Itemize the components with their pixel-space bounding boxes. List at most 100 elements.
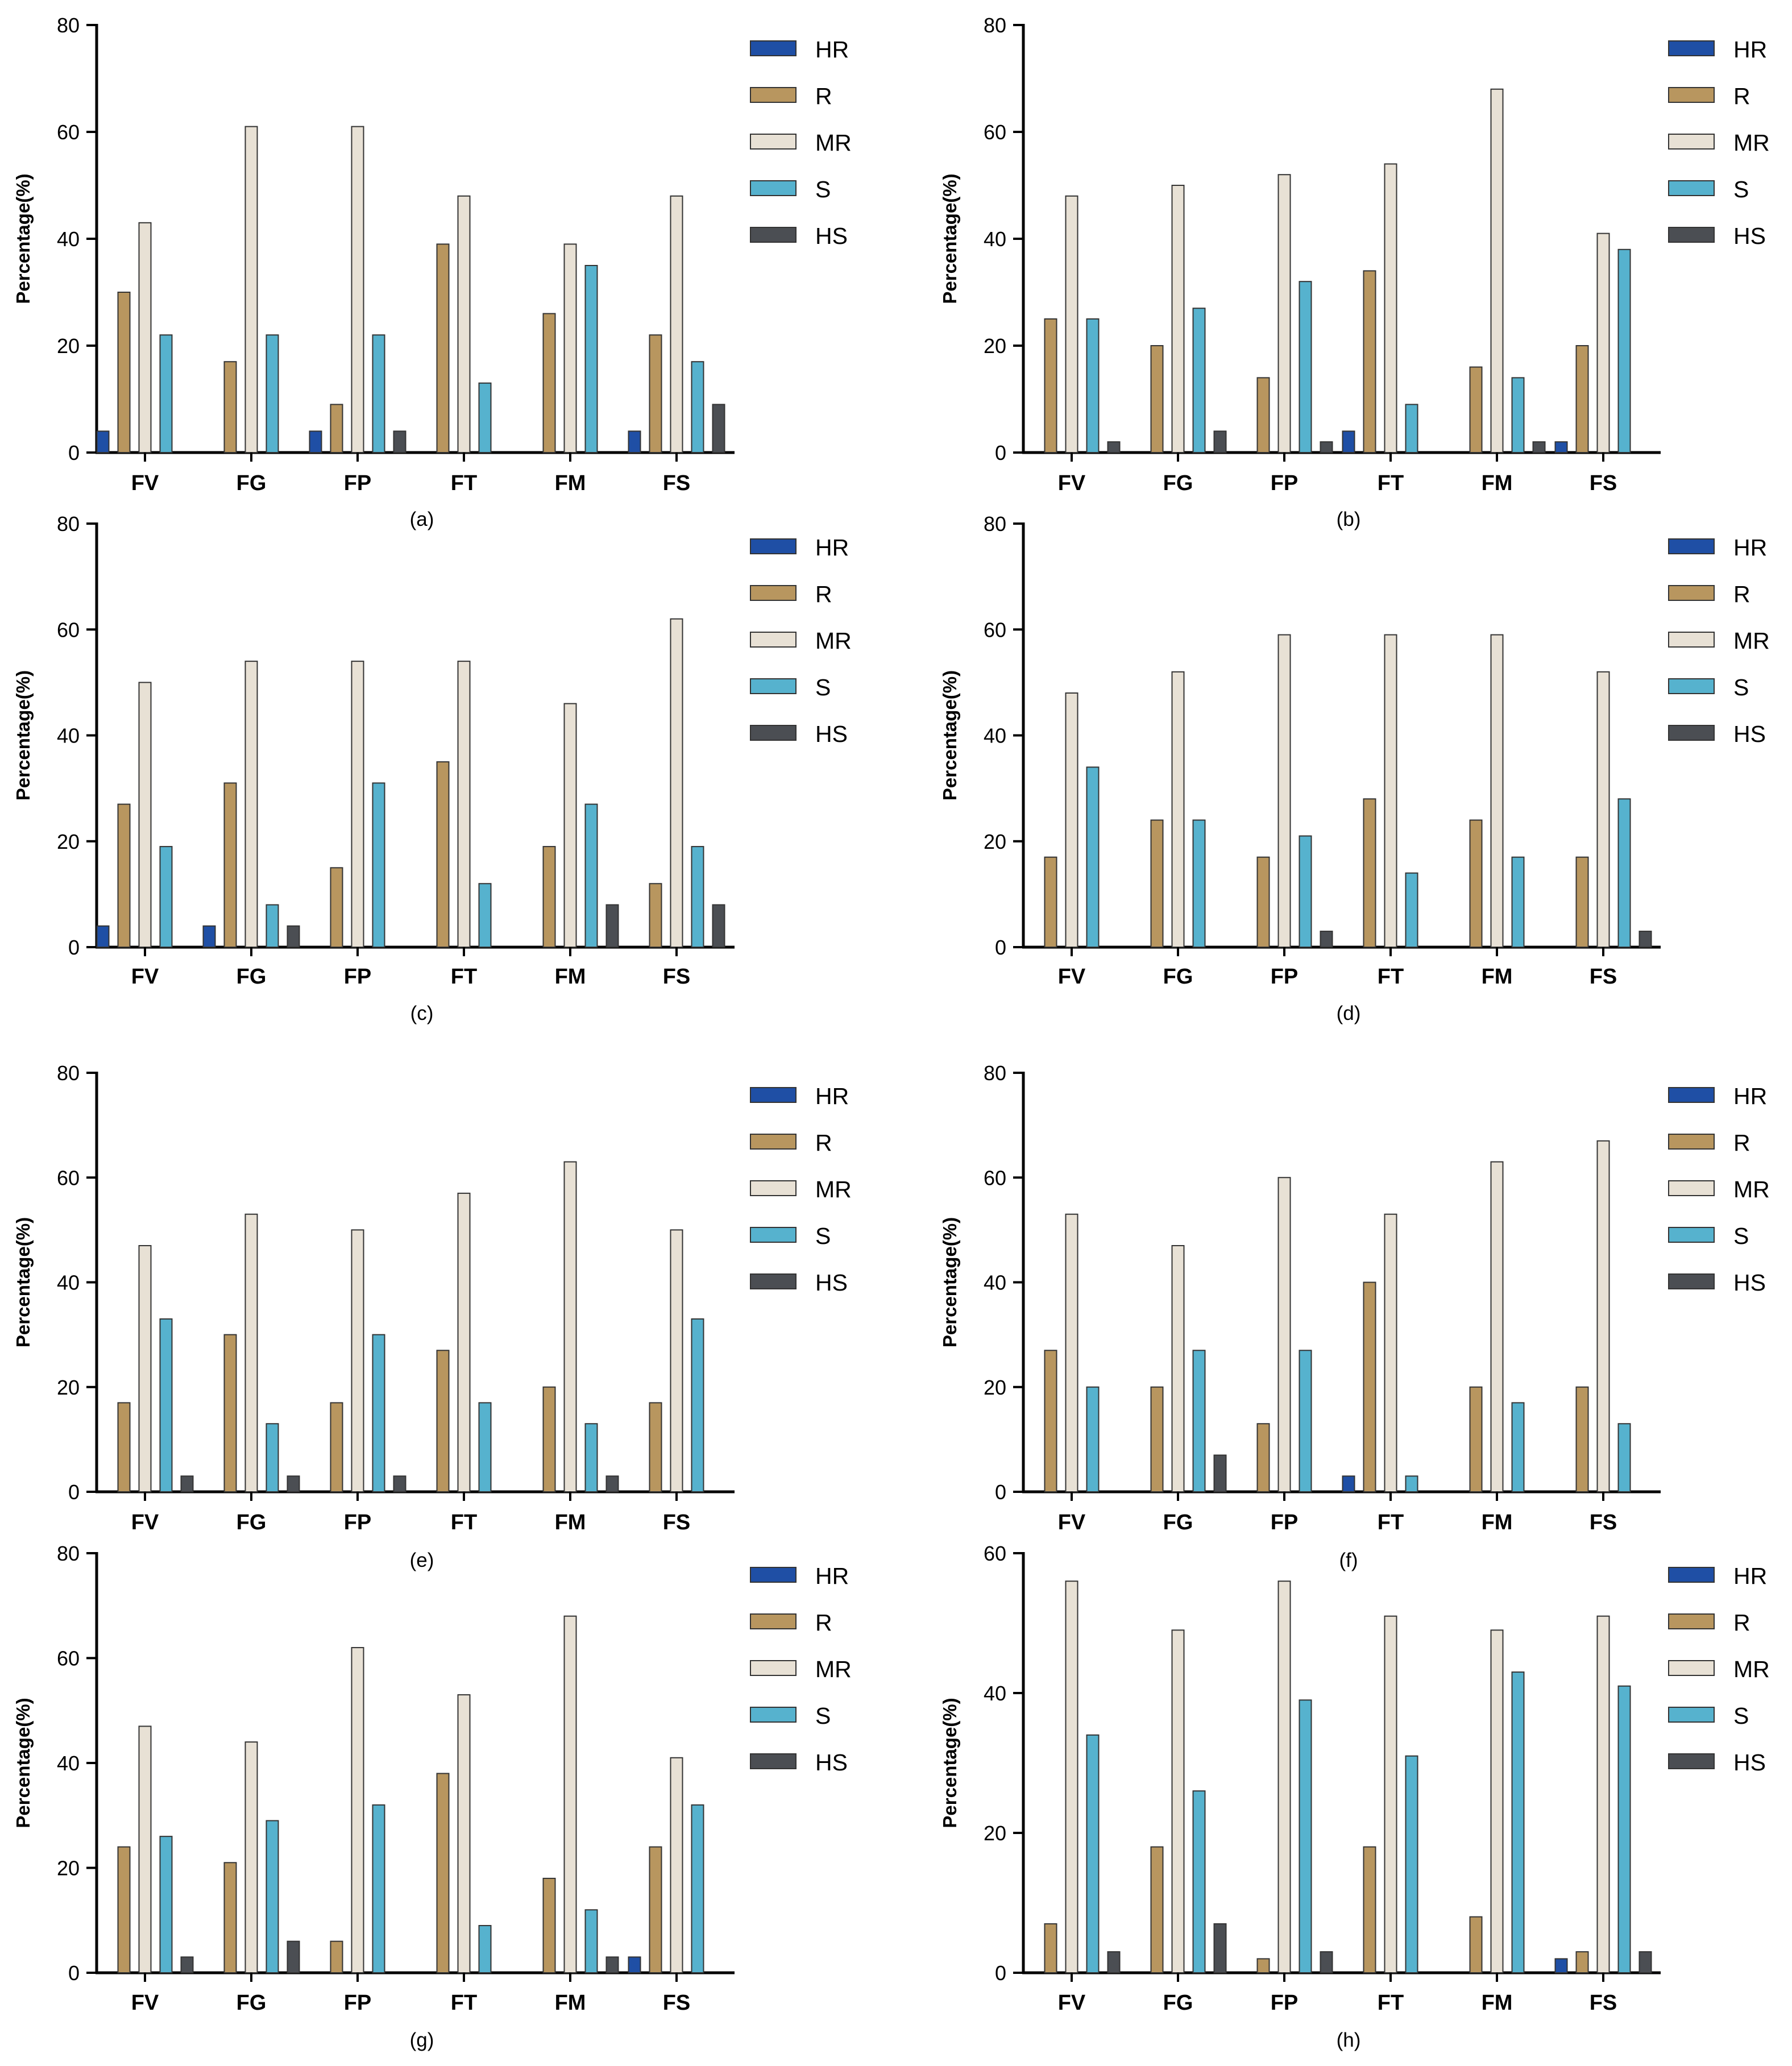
bar-r-fv	[1044, 856, 1057, 948]
legend-swatch-mr	[750, 134, 797, 150]
y-tick-label: 40	[984, 1682, 1006, 1705]
legend-label-r: R	[1733, 1130, 1750, 1156]
bar-r-fs	[1575, 1386, 1589, 1492]
bar-mr-fp	[1277, 1580, 1291, 1973]
panel-caption: (a)	[410, 508, 434, 530]
bar-mr-fg	[1171, 671, 1185, 948]
bar-s-fm	[584, 265, 598, 453]
x-tick-label-fg: FG	[1163, 1511, 1193, 1534]
y-tick-label: 40	[57, 1752, 80, 1775]
bar-r-fp	[330, 1940, 343, 1973]
legend-swatch-mr	[750, 632, 797, 648]
x-tick-label-ft: FT	[451, 1511, 477, 1534]
legend-label-mr: MR	[1733, 1656, 1770, 1682]
y-tick-label: 40	[984, 724, 1006, 748]
bar-hs-fv	[1107, 1951, 1121, 1974]
bar-s-fg	[266, 1820, 279, 1974]
legend-label-hr: HR	[815, 1083, 849, 1109]
bar-r-fs	[649, 334, 662, 454]
panel-caption: (c)	[410, 1002, 434, 1024]
legend-swatch-s	[1668, 1227, 1715, 1243]
y-tick-label: 20	[57, 830, 80, 853]
x-tick-label-fp: FP	[1271, 965, 1299, 989]
bar-s-ft	[1405, 1755, 1418, 1973]
y-tick-label: 60	[984, 1542, 1006, 1565]
bar-r-fs	[1575, 1951, 1589, 1974]
legend-label-hs: HS	[1733, 1749, 1766, 1775]
bar-r-fg	[1150, 345, 1164, 453]
bar-mr-fp	[351, 126, 364, 454]
legend-swatch-hs	[1668, 725, 1715, 741]
bar-r-fv	[1044, 318, 1057, 453]
x-tick-label-fp: FP	[1271, 1991, 1299, 2015]
y-tick-label: 60	[984, 121, 1006, 144]
y-tick-label: 60	[57, 618, 80, 641]
bar-r-fm	[1469, 819, 1483, 948]
bar-mr-fp	[1277, 174, 1291, 453]
legend-swatch-mr	[1668, 1180, 1715, 1196]
y-tick-label: 80	[984, 14, 1006, 37]
legend-swatch-r	[1668, 585, 1715, 601]
bar-mr-fm	[1490, 634, 1504, 948]
legend-swatch-hr	[1668, 1087, 1715, 1103]
legend-swatch-s	[1668, 180, 1715, 196]
legend-swatch-mr	[1668, 632, 1715, 648]
bar-r-fp	[330, 1402, 343, 1492]
bar-r-fm	[542, 846, 556, 948]
bar-mr-ft	[457, 661, 471, 948]
bar-s-fp	[1299, 281, 1312, 453]
bar-mr-ft	[1384, 1615, 1397, 1973]
x-tick-label-fp: FP	[344, 1511, 372, 1534]
chart-panel-f: 0 20 40 60 80 Percentage(%) FV FG FP FT FM FS HR R MR S…	[939, 1061, 1770, 1571]
bar-r-ft	[436, 761, 450, 948]
bar-s-fs	[1617, 248, 1631, 453]
x-tick-label-fs: FS	[663, 1991, 691, 2015]
y-tick-label: 60	[57, 1647, 80, 1670]
bar-mr-fp	[351, 1229, 364, 1492]
bar-hs-fm	[605, 1956, 619, 1973]
bar-mr-fv	[138, 1725, 152, 1974]
chart-panel-d: 0 20 40 60 80 Percentage(%) FV FG FP FT FM FS HR R MR S…	[939, 512, 1770, 1024]
x-tick-label-fm: FM	[555, 965, 586, 989]
legend-label-hr: HR	[815, 1563, 849, 1589]
y-tick-label: 0	[68, 936, 80, 959]
bar-hs-fm	[605, 1475, 619, 1493]
bar-s-fm	[1511, 1402, 1525, 1492]
bar-mr-ft	[457, 1694, 471, 1973]
y-tick-label: 60	[57, 121, 80, 144]
bar-mr-fs	[1596, 233, 1610, 453]
bar-s-fg	[1192, 1790, 1206, 1973]
bar-s-fm	[1511, 1671, 1525, 1974]
legend-label-s: S	[815, 1703, 831, 1729]
bar-r-fm	[1469, 1386, 1483, 1492]
legend-label-mr: MR	[1733, 130, 1770, 156]
y-tick-label: 80	[57, 512, 80, 536]
bar-mr-fg	[1171, 1629, 1185, 1974]
bar-hs-fs	[712, 904, 725, 948]
x-tick-label-fg: FG	[1163, 1991, 1193, 2015]
bar-hs-fg	[1213, 430, 1227, 454]
x-tick-label-fg: FG	[237, 471, 267, 495]
bar-s-fv	[159, 334, 173, 454]
bar-s-fp	[1299, 1699, 1312, 1974]
bar-s-fp	[372, 1334, 385, 1492]
bar-hs-fg	[287, 1475, 300, 1493]
bar-mr-fm	[1490, 88, 1504, 454]
bar-s-ft	[478, 1402, 492, 1492]
bar-hs-fv	[180, 1475, 194, 1493]
bar-hs-fp	[1320, 441, 1333, 454]
bar-s-fv	[159, 1836, 173, 1973]
chart-panel-a: 0 20 40 60 80 Percentage(%) FV FG FP FT FM FS HR R MR S…	[13, 14, 852, 530]
y-tick-label: 40	[57, 724, 80, 748]
bar-s-fp	[372, 1804, 385, 1974]
x-tick-label-fg: FG	[1163, 471, 1193, 495]
bar-r-fv	[1044, 1923, 1057, 1973]
legend-swatch-hr	[1668, 1567, 1715, 1583]
bar-hs-fg	[287, 1940, 300, 1973]
x-tick-label-fs: FS	[663, 471, 691, 495]
legend-label-mr: MR	[1733, 1176, 1770, 1202]
legend-swatch-s	[1668, 1707, 1715, 1723]
x-tick-label-fs: FS	[663, 1511, 691, 1534]
bar-s-fs	[691, 846, 704, 948]
x-tick-label-ft: FT	[1378, 471, 1404, 495]
